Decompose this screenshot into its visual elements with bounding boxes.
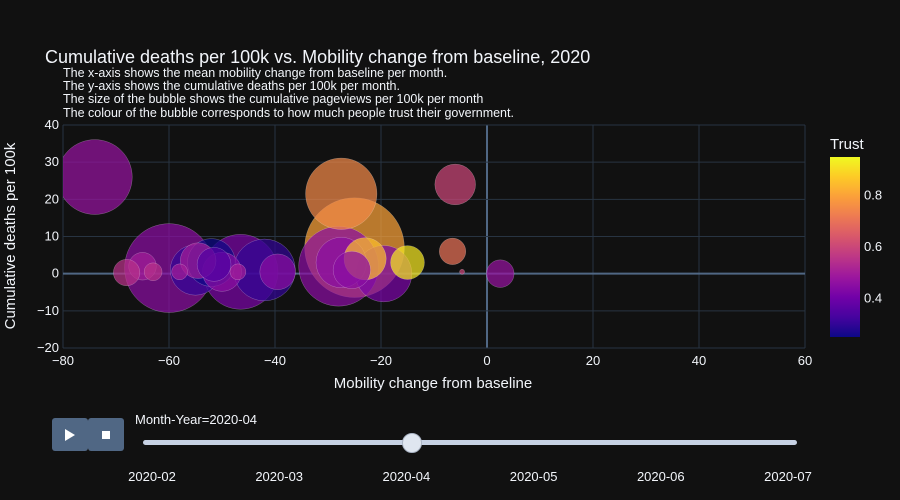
bubble[interactable] xyxy=(332,250,371,289)
y-tick-label: −10 xyxy=(37,303,59,318)
slider-track[interactable] xyxy=(143,440,797,445)
slider-step-label[interactable]: 2020-04 xyxy=(382,469,431,484)
bubble[interactable] xyxy=(390,245,425,280)
colorbar-tick-label: 0.4 xyxy=(864,290,882,305)
bubble[interactable] xyxy=(486,259,515,288)
x-tick-label: 20 xyxy=(586,353,600,368)
slider-step-label[interactable]: 2020-02 xyxy=(128,469,176,484)
slider-step-label[interactable]: 2020-03 xyxy=(255,469,304,484)
bubble[interactable] xyxy=(459,269,465,275)
y-tick-label: 40 xyxy=(45,117,59,132)
x-tick-label: −60 xyxy=(158,353,180,368)
chart-subtitle-line-1: The x-axis shows the mean mobility chang… xyxy=(63,66,447,80)
play-icon xyxy=(65,428,75,441)
x-tick-label: −40 xyxy=(264,353,286,368)
bubble[interactable] xyxy=(259,253,296,290)
chart-subtitle-line-4: The colour of the bubble corresponds to … xyxy=(63,106,514,120)
x-tick-label: 60 xyxy=(798,353,812,368)
stop-icon xyxy=(102,430,110,439)
bubble[interactable] xyxy=(57,139,133,215)
y-axis-title: Cumulative deaths per 100k xyxy=(2,142,19,329)
y-tick-label: 0 xyxy=(52,266,59,281)
colorbar-title: Trust xyxy=(830,136,864,153)
y-tick-label: 30 xyxy=(45,154,59,169)
bubble[interactable] xyxy=(439,237,467,265)
bubble[interactable] xyxy=(305,157,378,230)
slider-step-label[interactable]: 2020-06 xyxy=(636,469,685,484)
colorbar-tick-label: 0.8 xyxy=(864,188,882,203)
play-button[interactable] xyxy=(52,418,88,451)
colorbar-tick-label: 0.6 xyxy=(864,239,882,254)
x-tick-label: −80 xyxy=(52,353,74,368)
x-tick-label: −20 xyxy=(370,353,392,368)
bubble-chart: Cumulative deaths per 100k vs. Mobility … xyxy=(2,47,882,392)
bubble[interactable] xyxy=(113,259,141,287)
bubble[interactable] xyxy=(143,262,163,281)
y-tick-label: 10 xyxy=(45,229,59,244)
bubble[interactable] xyxy=(196,247,232,282)
slider-handle[interactable] xyxy=(402,433,422,453)
chart-subtitle-line-3: The size of the bubble shows the cumulat… xyxy=(63,92,483,106)
slider-step-label[interactable]: 2020-07 xyxy=(764,469,812,484)
y-tick-label: −20 xyxy=(37,340,59,355)
slider-step-label[interactable]: 2020-05 xyxy=(509,469,558,484)
slider-label-prefix: Month-Year= xyxy=(135,412,210,427)
chart-subtitle-line-2: The y-axis shows the cumulative deaths p… xyxy=(63,79,400,93)
stop-button[interactable] xyxy=(88,418,124,451)
bubble[interactable] xyxy=(229,263,247,281)
x-tick-label: 40 xyxy=(692,353,706,368)
y-tick-label: 20 xyxy=(45,191,59,206)
bubble[interactable] xyxy=(434,163,476,206)
x-tick-label: 0 xyxy=(483,353,490,368)
axis-ticks: −80 −60 −40 −20 0 20 40 60 −20 −10 0 10 20 30 40 xyxy=(37,117,812,368)
bubbles xyxy=(57,139,515,313)
slider-label-value: 2020-04 xyxy=(209,412,258,427)
bubble[interactable] xyxy=(171,263,188,281)
x-axis-title: Mobility change from baseline xyxy=(334,375,532,392)
slider-current-label: Month-Year=2020-04 xyxy=(135,412,257,427)
colorbar xyxy=(830,157,860,337)
chart-title: Cumulative deaths per 100k vs. Mobility … xyxy=(45,47,590,67)
colorbar-ticks: 0.4 0.6 0.8 xyxy=(864,188,882,306)
